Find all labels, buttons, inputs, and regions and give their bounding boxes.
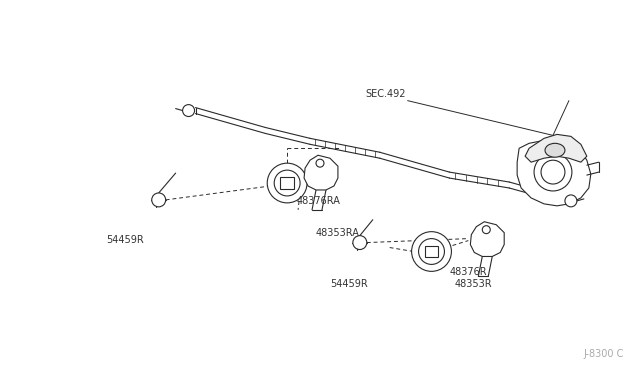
Circle shape <box>483 226 490 234</box>
Polygon shape <box>470 222 504 256</box>
Text: J-8300 C: J-8300 C <box>583 349 623 359</box>
Polygon shape <box>525 134 587 162</box>
Text: 48353RA: 48353RA <box>316 228 360 238</box>
Text: 48376RA: 48376RA <box>296 196 340 206</box>
Circle shape <box>565 195 577 207</box>
Ellipse shape <box>268 163 307 203</box>
Ellipse shape <box>412 232 451 271</box>
Circle shape <box>182 105 195 116</box>
Ellipse shape <box>541 160 565 184</box>
Text: 48376R: 48376R <box>449 267 487 278</box>
Text: 54459R: 54459R <box>330 279 368 289</box>
Text: 48353R: 48353R <box>454 279 492 289</box>
Circle shape <box>353 235 367 250</box>
Text: 54459R: 54459R <box>106 235 144 245</box>
Polygon shape <box>304 155 338 190</box>
Polygon shape <box>517 138 591 206</box>
Ellipse shape <box>534 153 572 191</box>
Circle shape <box>316 159 324 167</box>
Ellipse shape <box>274 170 300 196</box>
Polygon shape <box>424 246 438 257</box>
Text: SEC.492: SEC.492 <box>366 89 406 99</box>
Circle shape <box>152 193 166 207</box>
Ellipse shape <box>419 238 444 264</box>
Polygon shape <box>280 177 294 189</box>
Ellipse shape <box>545 143 565 157</box>
